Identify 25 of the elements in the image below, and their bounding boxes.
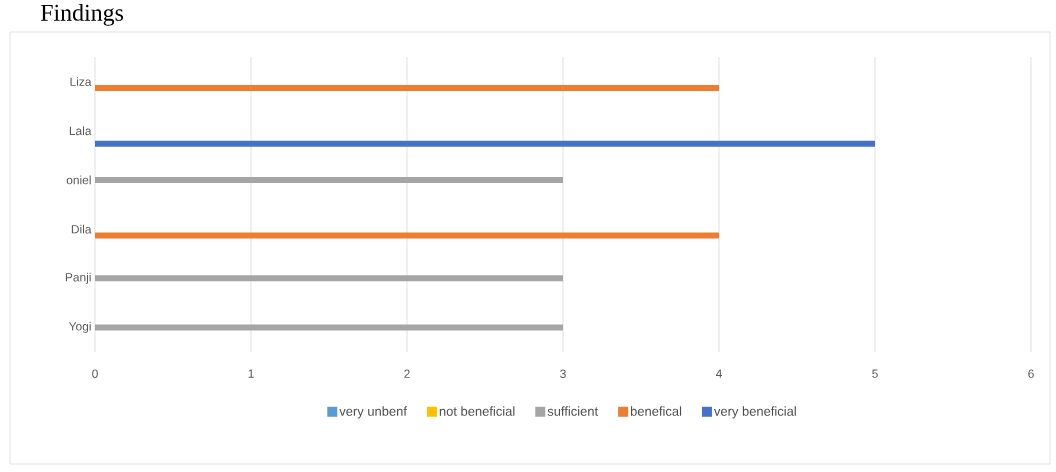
chart-title: Findings [40, 4, 124, 26]
x-tick-label: 2 [404, 369, 410, 378]
y-tick-label: Liza [70, 77, 92, 86]
y-tick-label: Yogi [68, 321, 91, 333]
x-tick-label: 4 [715, 369, 722, 378]
x-tick-label: 1 [248, 369, 254, 378]
y-tick-label: Panji [65, 272, 91, 284]
x-tick-label: 6 [1028, 369, 1034, 378]
bar [95, 275, 563, 282]
y-tick-label: oniel [66, 175, 91, 185]
x-tick-label: 5 [872, 369, 878, 378]
legend-label: very beneficial [713, 406, 796, 419]
legend-label: very unbenf [339, 406, 407, 419]
bar [95, 232, 719, 239]
legend-label: benefical [630, 406, 682, 416]
bar [95, 85, 719, 92]
bar [95, 324, 563, 331]
bar [95, 176, 563, 183]
bar [95, 140, 876, 147]
y-tick-label: Lala [69, 126, 92, 136]
legend-label: not beneficial [439, 406, 515, 416]
legend-label: sufficient [547, 406, 599, 416]
x-tick-label: 0 [92, 369, 98, 378]
x-tick-label: 3 [560, 369, 566, 378]
y-tick-label: Dila [71, 224, 92, 234]
